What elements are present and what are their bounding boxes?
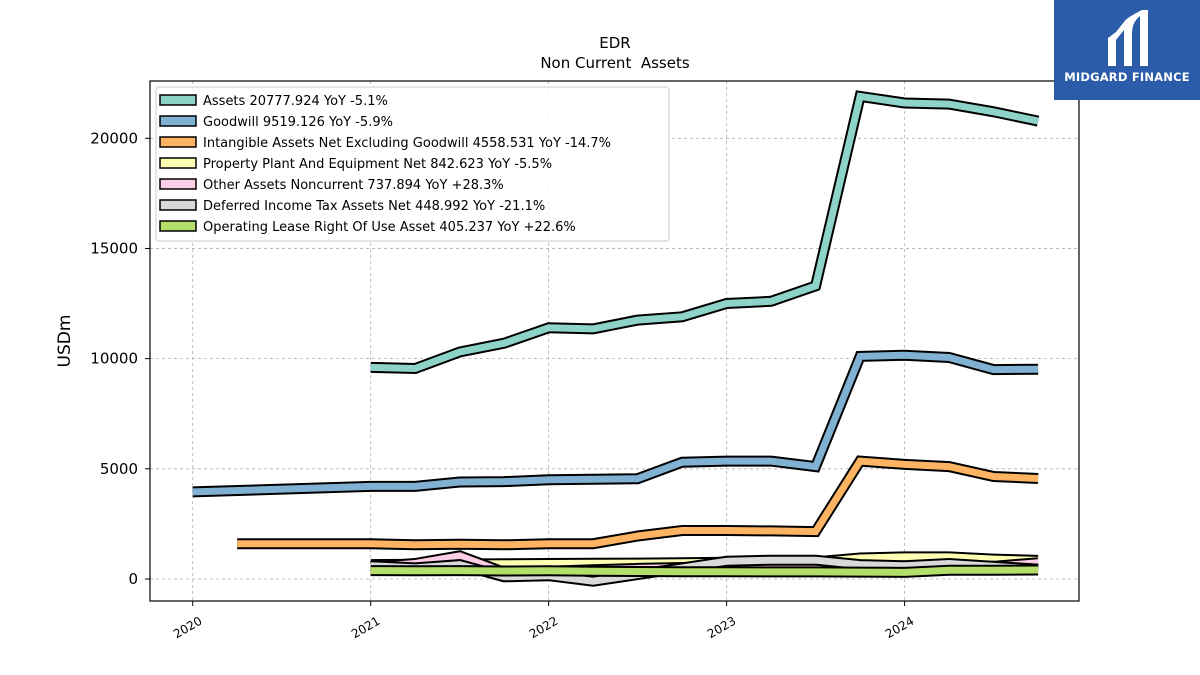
series-2 bbox=[237, 455, 1039, 551]
series-layer bbox=[192, 90, 1040, 587]
legend-entry-label: Operating Lease Right Of Use Asset 405.2… bbox=[203, 220, 576, 235]
x-tick-label: 2020 bbox=[171, 614, 204, 641]
y-axis-label: USDm bbox=[55, 315, 75, 368]
logo-text: MIDGARD FINANCE bbox=[1064, 70, 1190, 84]
legend-swatch bbox=[159, 115, 197, 127]
y-tick-label: 0 bbox=[128, 570, 138, 588]
legend-swatch bbox=[159, 178, 197, 190]
legend-swatch bbox=[159, 157, 197, 169]
series-6 bbox=[370, 564, 1039, 578]
legend-entry-label: Intangible Assets Net Excluding Goodwill… bbox=[203, 136, 611, 151]
legend-swatch bbox=[159, 136, 197, 148]
legend-swatch bbox=[159, 94, 197, 106]
legend-entry-label: Property Plant And Equipment Net 842.623… bbox=[203, 157, 552, 172]
series-line bbox=[370, 92, 1039, 373]
brand-logo: MIDGARD FINANCE bbox=[1054, 0, 1200, 100]
chart-title: EDR bbox=[599, 34, 630, 52]
legend-entry-label: Assets 20777.924 YoY -5.1% bbox=[203, 94, 388, 109]
x-tick-label: 2024 bbox=[883, 614, 916, 641]
legend-swatch bbox=[159, 199, 197, 211]
plot-frame bbox=[149, 80, 1080, 602]
legend: Assets 20777.924 YoY -5.1% Goodwill 9519.… bbox=[155, 86, 670, 242]
legend-swatch bbox=[159, 220, 197, 232]
y-tick-label: 10000 bbox=[90, 350, 138, 368]
series-line bbox=[192, 351, 1039, 496]
x-tick-label: 2023 bbox=[705, 614, 738, 641]
series-1 bbox=[192, 349, 1039, 498]
series-line bbox=[370, 566, 1039, 576]
legend-entry-label: Goodwill 9519.126 YoY -5.9% bbox=[203, 115, 393, 130]
x-tick-label: 2021 bbox=[349, 614, 382, 641]
x-tick-label: 2022 bbox=[527, 614, 560, 641]
series-0 bbox=[370, 90, 1040, 375]
legend-entry-label: Deferred Income Tax Assets Net 448.992 Y… bbox=[203, 199, 545, 214]
series-line bbox=[237, 457, 1039, 549]
legend-box bbox=[155, 86, 670, 242]
chart-subtitle: Non Current Assets bbox=[540, 54, 690, 72]
midgard-logo-icon bbox=[1108, 10, 1148, 66]
y-tick-label: 5000 bbox=[100, 460, 138, 478]
series-line-outline bbox=[192, 349, 1039, 498]
legend-entry-label: Other Assets Noncurrent 737.894 YoY +28.… bbox=[203, 178, 504, 193]
y-tick-label: 15000 bbox=[90, 239, 138, 257]
y-tick-label: 20000 bbox=[90, 129, 138, 147]
